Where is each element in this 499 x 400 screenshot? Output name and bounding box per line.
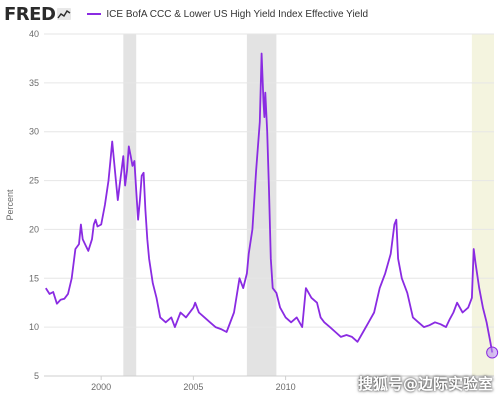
y-axis-label: Percent [5, 189, 15, 221]
last-value-marker[interactable] [486, 346, 499, 359]
y-tick-label: 35 [29, 78, 39, 88]
x-tick-label: 2010 [276, 382, 296, 392]
y-tick-label: 10 [29, 322, 39, 332]
y-tick-label: 15 [29, 273, 39, 283]
series-line [45, 52, 494, 353]
x-tick-label: 2005 [183, 382, 203, 392]
y-tick-label: 40 [29, 29, 39, 39]
recession-band-0 [123, 34, 137, 376]
chart-header: FRED ICE BofA CCC & Lower US High Yield … [0, 0, 499, 28]
watermark: 搜狐号@边际实验室 [357, 375, 493, 393]
chart-line-icon [57, 8, 72, 20]
x-tick-label: 2000 [91, 382, 111, 392]
highlight-band [471, 34, 494, 376]
legend-series-name: ICE BofA CCC & Lower US High Yield Index… [106, 8, 369, 20]
fred-logo[interactable]: FRED [4, 3, 56, 25]
y-tick-label: 25 [29, 176, 39, 186]
recession-band-1 [246, 34, 277, 376]
y-tick-label: 20 [29, 224, 39, 234]
y-tick-label: 30 [29, 127, 39, 137]
chart-legend[interactable]: ICE BofA CCC & Lower US High Yield Index… [87, 9, 368, 20]
legend-swatch [87, 13, 102, 15]
y-tick-label: 5 [34, 371, 39, 381]
